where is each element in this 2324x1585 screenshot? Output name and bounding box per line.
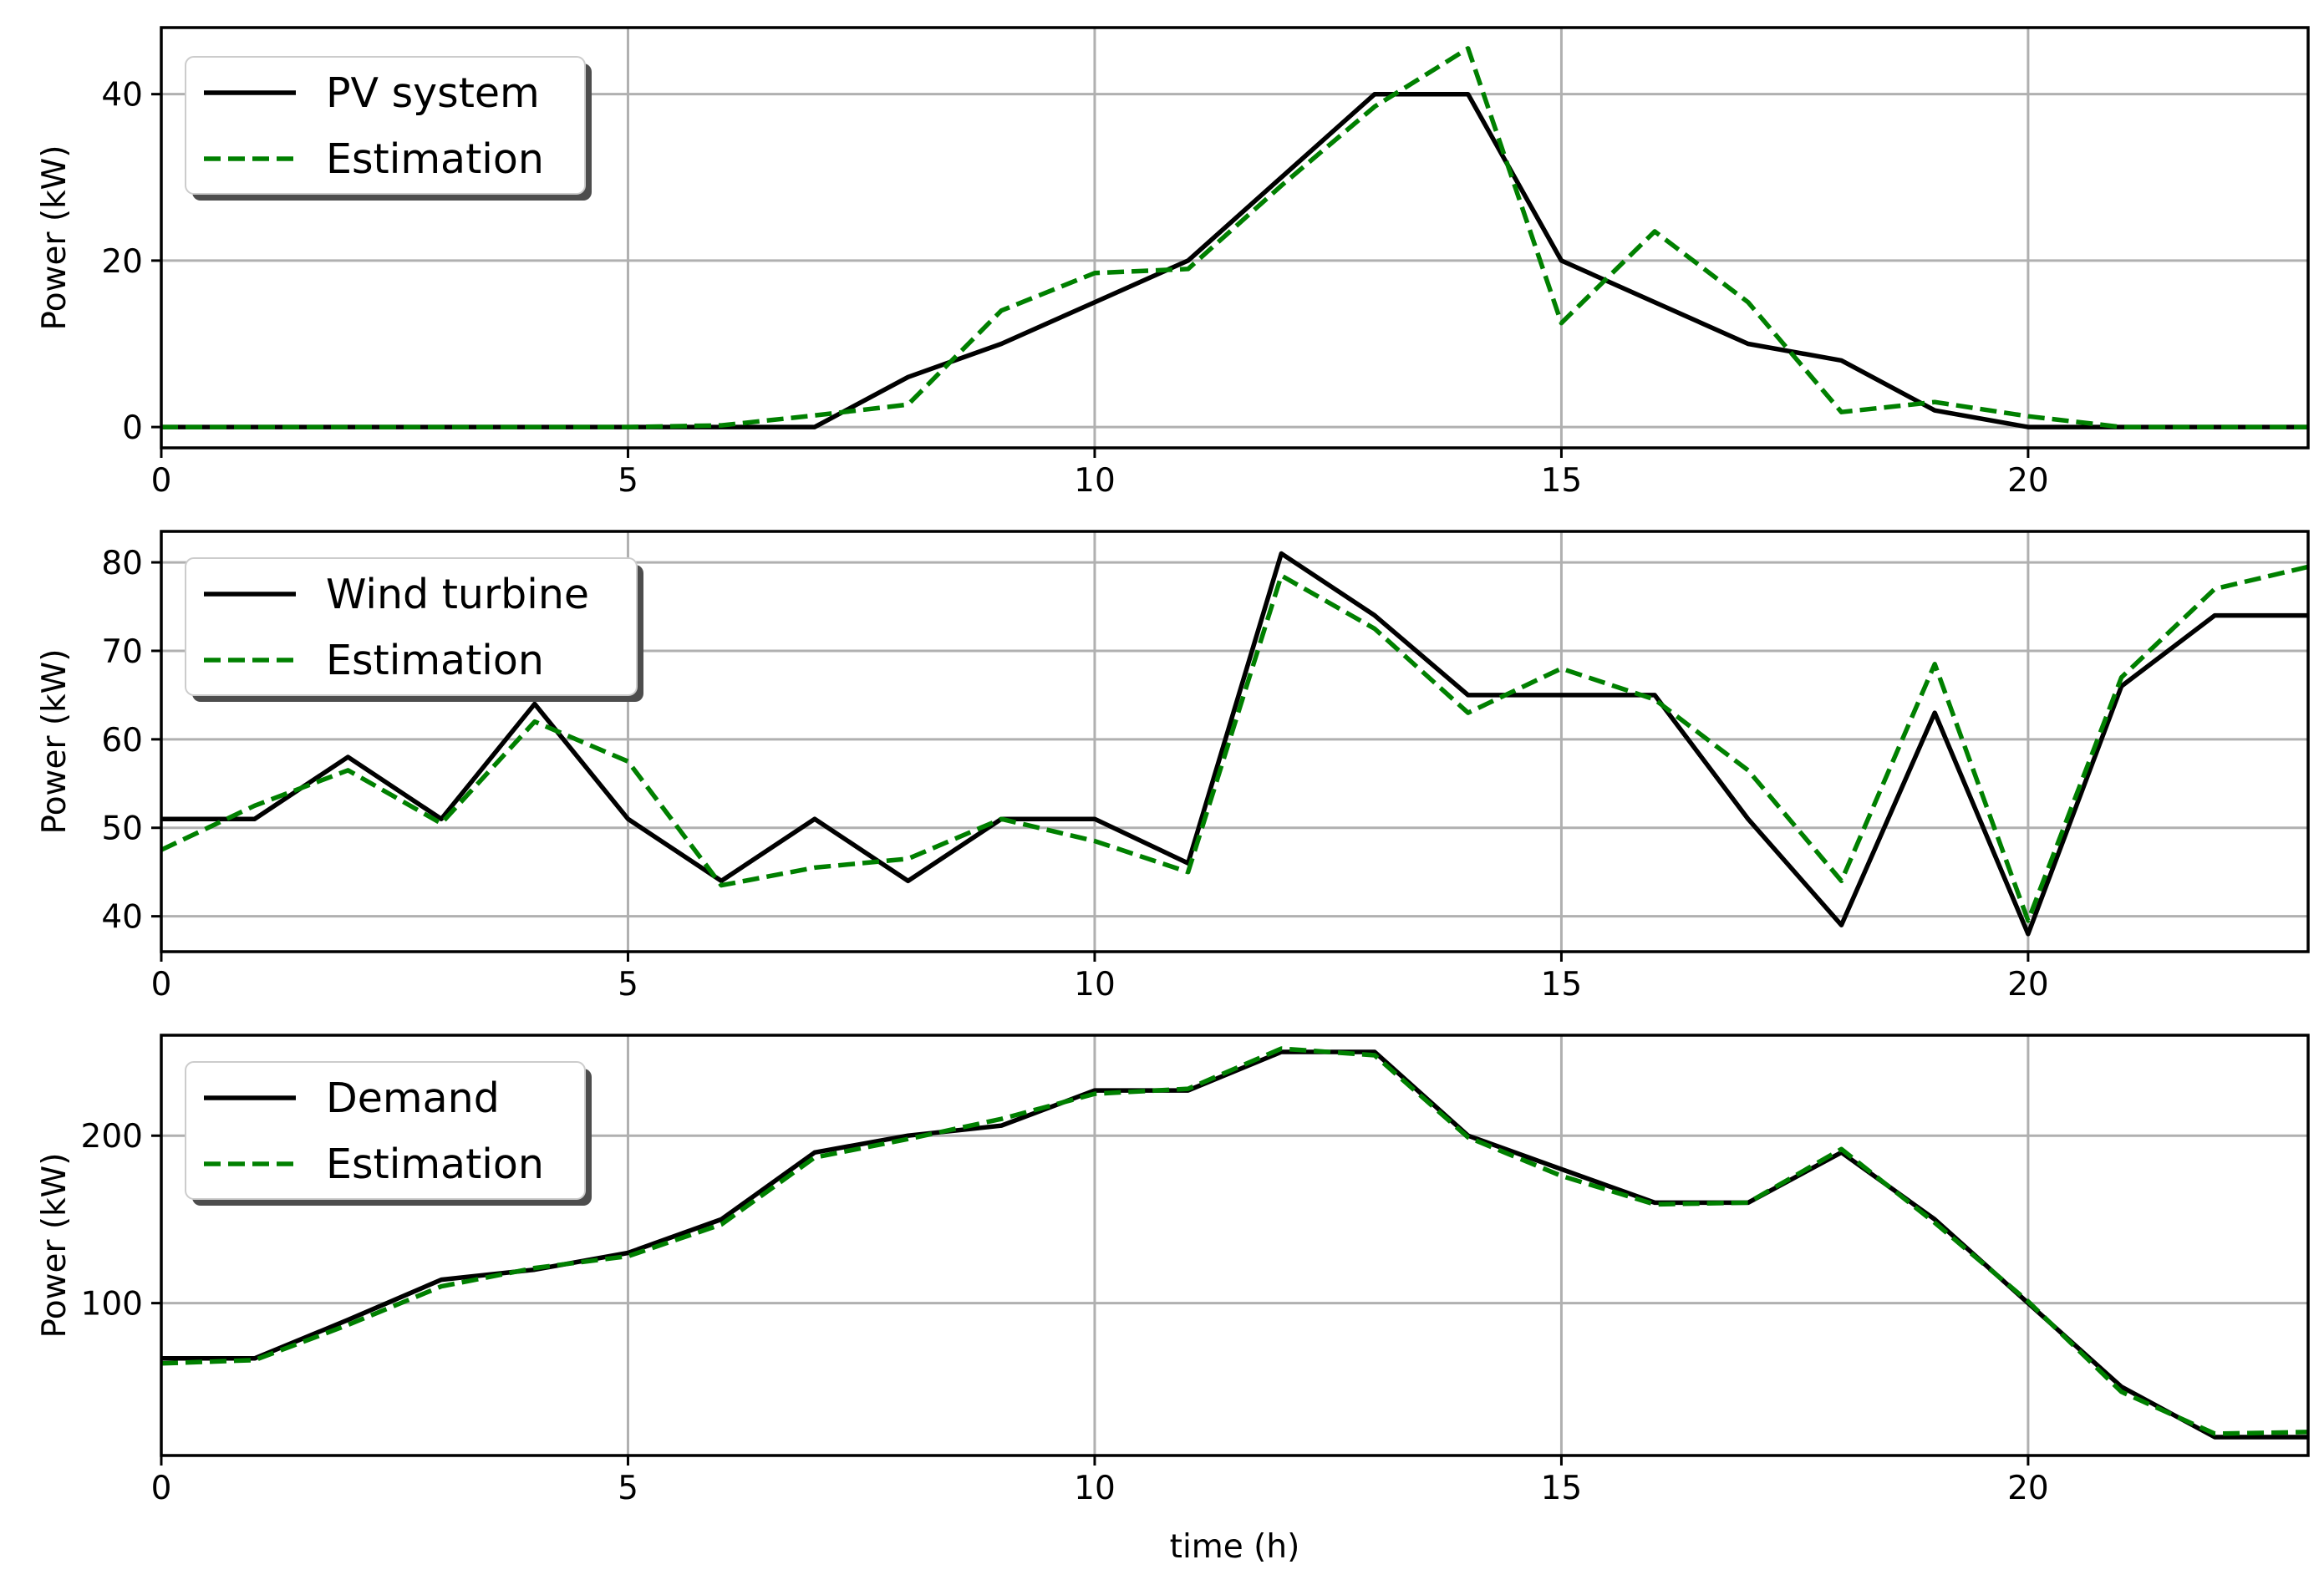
y-tick-label: 20 bbox=[101, 243, 143, 281]
x-tick-label: 5 bbox=[618, 966, 638, 1003]
estimation-line bbox=[160, 1046, 2309, 1436]
x-tick-label: 15 bbox=[1541, 966, 1583, 1003]
y-axis-label: Power (kW) bbox=[36, 145, 74, 331]
legend-box bbox=[185, 557, 638, 696]
subplot-2: 0 5 10 15 20 40 50 60 70 80 Power (kW) Wind turbine… bbox=[36, 530, 2310, 1003]
x-tick-label: 20 bbox=[2007, 1470, 2049, 1507]
legend-label: Estimation bbox=[326, 135, 544, 183]
y-tick-label: 70 bbox=[101, 633, 143, 671]
x-tick-label: 20 bbox=[2007, 462, 2049, 500]
x-tick-label: 5 bbox=[618, 1470, 638, 1507]
estimation-line bbox=[160, 564, 2309, 923]
legend-label: Estimation bbox=[326, 637, 544, 684]
legend: PV system Estimation bbox=[185, 56, 592, 201]
y-tick-label: 80 bbox=[101, 545, 143, 582]
y-tick-label: 200 bbox=[81, 1118, 143, 1156]
y-tick-label: 100 bbox=[81, 1286, 143, 1323]
x-tick-label: 5 bbox=[618, 462, 638, 500]
y-tick-label: 60 bbox=[101, 722, 143, 759]
y-tick-label: 0 bbox=[122, 409, 143, 447]
x-tick-label: 15 bbox=[1541, 1470, 1583, 1507]
y-axis-label: Power (kW) bbox=[36, 649, 74, 835]
x-tick-label: 15 bbox=[1541, 462, 1583, 500]
x-axis-label: time (h) bbox=[1170, 1528, 1300, 1566]
y-axis-label: Power (kW) bbox=[36, 1153, 74, 1339]
axes-frame bbox=[160, 26, 2310, 450]
x-tick-label: 20 bbox=[2007, 966, 2049, 1003]
legend: Wind turbine Estimation bbox=[185, 557, 643, 702]
subplot-1: 0 5 10 15 20 0 20 40 Power (kW) PV system Estimati… bbox=[36, 26, 2310, 500]
y-tick-label: 50 bbox=[101, 810, 143, 848]
legend-label: Demand bbox=[326, 1074, 500, 1122]
legend: Demand Estimation bbox=[185, 1061, 592, 1206]
y-tick-label: 40 bbox=[101, 77, 143, 114]
actual-line bbox=[161, 91, 2308, 429]
x-tick-label: 0 bbox=[151, 1470, 172, 1507]
legend-label: Estimation bbox=[326, 1140, 544, 1188]
actual-line bbox=[161, 551, 2308, 937]
x-tick-label: 10 bbox=[1074, 1470, 1116, 1507]
legend-label: Wind turbine bbox=[326, 571, 589, 618]
x-tick-label: 0 bbox=[151, 462, 172, 500]
x-tick-label: 0 bbox=[151, 966, 172, 1003]
y-tick-label: 40 bbox=[101, 899, 143, 937]
axes-frame bbox=[160, 1034, 2310, 1457]
x-tick-label: 10 bbox=[1074, 966, 1116, 1003]
axes-frame bbox=[160, 530, 2310, 953]
legend-label: PV system bbox=[326, 69, 540, 117]
x-tick-label: 10 bbox=[1074, 462, 1116, 500]
